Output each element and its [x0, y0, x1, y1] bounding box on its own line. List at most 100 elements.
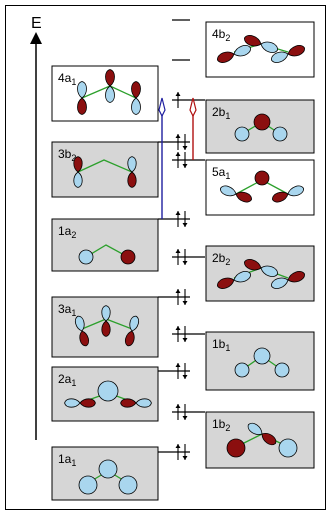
electron-down-3a1-head — [182, 301, 188, 305]
orbital-box-2a1: 2a1 — [51, 366, 159, 422]
electron-up-2b1-head — [175, 92, 181, 96]
orbital-1b1-right — [274, 362, 290, 378]
orbital-3a1-left-a — [74, 315, 85, 332]
orbital-3b2-left-b — [73, 171, 83, 188]
orbital-2a1-center — [97, 380, 119, 402]
orbital-box-4b2: 4b2 — [205, 21, 315, 78]
energy-level-3a1 — [158, 289, 190, 305]
electron-up-1b1-head — [175, 326, 181, 330]
orbital-5a1-left-a — [220, 185, 237, 197]
orbital-4b2-center-a — [244, 35, 262, 47]
orbital-3a1-right-b — [124, 330, 135, 347]
orbital-2a1-right-a — [135, 398, 152, 408]
orbital-4b2-left-a — [233, 45, 251, 57]
orbital-3a1-center-a — [101, 305, 111, 322]
orbital-5a1-right-b — [272, 191, 289, 203]
orbital-2b2-left-b — [217, 277, 235, 289]
energy-level-2b1 — [172, 92, 205, 108]
orbital-2a1-left-a — [79, 398, 96, 408]
orbital-2b2-right-b — [271, 277, 289, 289]
electron-up-1a2-head — [175, 211, 181, 215]
orbital-5a1-right-a — [287, 185, 304, 197]
orbital-3b2-right-b — [127, 171, 137, 188]
orbital-3a1-right-a — [129, 315, 140, 332]
energy-level-2a1 — [158, 363, 190, 379]
energy-level-3b2 — [158, 134, 190, 150]
orbital-label-3a1: 3a1 — [58, 302, 76, 318]
orbital-1b1-center — [253, 347, 271, 365]
electron-up-3b2-head — [175, 134, 181, 138]
orbital-3a1-center-b — [101, 320, 111, 337]
orbital-1b1-left — [234, 362, 250, 378]
orbital-label-2a1: 2a1 — [58, 372, 76, 388]
orbital-label-1a2: 1a2 — [58, 224, 76, 240]
electron-down-3b2-head — [182, 146, 188, 150]
electron-down-1b2-head — [182, 416, 188, 420]
orbital-box-3a1: 3a1 — [51, 296, 159, 358]
energy-level-2b2 — [172, 249, 205, 265]
orbital-label-4b2: 4b2 — [212, 27, 230, 43]
orbital-box-frame-1b2 — [205, 411, 315, 469]
orbital-box-2b2: 2b2 — [205, 245, 315, 302]
orbital-3b2-left-a — [73, 156, 83, 173]
electron-up-5a1-head — [175, 152, 181, 156]
orbital-box-2b1: 2b1 — [205, 99, 315, 154]
orbital-4a1-center-b — [105, 85, 115, 103]
orbital-2b1-center — [253, 113, 271, 131]
orbital-2b2-center-a — [244, 259, 262, 271]
energy-level-5a1 — [172, 152, 205, 168]
orbital-5a1-center — [254, 170, 270, 186]
orbital-box-frame-2b1 — [205, 99, 315, 154]
orbital-1a2-left — [78, 249, 94, 265]
transition-blue-head — [158, 97, 166, 118]
electron-up-3a1-head — [175, 289, 181, 293]
orbital-box-1b1: 1b1 — [205, 331, 315, 391]
orbital-2a1-right-b — [120, 398, 137, 408]
orbital-4b2-left-b — [217, 51, 235, 63]
electron-up-2a1-head — [175, 363, 181, 367]
orbital-2b1-right — [272, 126, 288, 142]
orbital-box-frame-4a1 — [51, 65, 159, 122]
energy-level-1a2 — [158, 211, 190, 227]
orbital-box-5a1: 5a1 — [205, 159, 315, 216]
orbital-2b2-center-b — [260, 265, 278, 277]
orbital-1b2-left — [226, 438, 246, 458]
energy-level-1b1 — [172, 326, 205, 342]
orbital-label-5a1: 5a1 — [212, 165, 230, 181]
orbital-4a1-right-b — [131, 97, 141, 115]
orbital-label-2b1: 2b1 — [212, 105, 230, 121]
orbital-1b2-right — [278, 438, 298, 458]
orbital-box-1b2: 1b2 — [205, 411, 315, 469]
orbital-label-4a1: 4a1 — [58, 71, 76, 87]
orbital-2a1-left-b — [64, 398, 81, 408]
orbital-1b2-center-a — [247, 422, 263, 435]
orbital-box-1a2: 1a2 — [51, 218, 159, 272]
orbital-1a2-right — [120, 249, 136, 265]
orbital-box-frame-3b2 — [51, 141, 159, 198]
electron-down-1b1-head — [182, 338, 188, 342]
orbital-1a1-center — [98, 459, 118, 479]
electron-up-2b2-head — [175, 249, 181, 253]
orbital-4b2-right-a — [287, 45, 305, 57]
electron-down-1a2-head — [182, 223, 188, 227]
orbital-label-3b2: 3b2 — [58, 147, 76, 163]
orbital-4a1-left-a — [77, 81, 87, 99]
energy-axis-label: E — [31, 15, 42, 32]
energy-level-1b2 — [172, 404, 205, 420]
orbital-1a1-left — [78, 475, 98, 495]
orbital-3a1-left-b — [79, 330, 90, 347]
electron-up-1a1-head — [175, 444, 181, 448]
orbital-box-1a1: 1a1 — [51, 446, 159, 501]
orbital-4a1-center-a — [105, 69, 115, 87]
orbital-4b2-right-b — [271, 51, 289, 63]
transition-red-head — [189, 97, 197, 118]
orbital-2b2-right-a — [287, 271, 305, 283]
orbital-4b2-center-b — [260, 41, 278, 53]
electron-down-2b2-head — [182, 261, 188, 265]
orbital-label-1b2: 1b2 — [212, 417, 230, 433]
orbital-4a1-right-a — [131, 81, 141, 99]
orbital-2b1-left — [234, 126, 250, 142]
orbital-1a1-right — [118, 475, 138, 495]
